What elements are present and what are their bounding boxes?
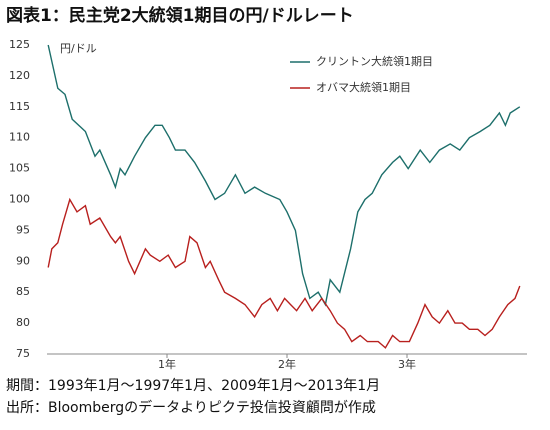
- series-line: [47, 44, 521, 307]
- note: 期間：1993年1月～1997年1月、2009年1月～2013年1月: [6, 378, 380, 394]
- note: 出所：Bloombergのデータよりピクテ投信投資顧問が作成: [6, 399, 376, 416]
- x-tick-label: 2年: [278, 357, 296, 371]
- series-line: [47, 197, 521, 349]
- y-tick-label: 85: [16, 285, 30, 298]
- y-tick-label: 120: [9, 69, 30, 82]
- y-tick-label: 105: [9, 162, 30, 175]
- y-tick-label: 115: [9, 100, 30, 113]
- y-tick-label: 100: [9, 193, 30, 206]
- y-tick-label: 75: [16, 347, 30, 360]
- legend-label: オバマ大統領1期目: [316, 80, 411, 94]
- y-tick-label: 110: [9, 131, 30, 144]
- y-tick-label: 80: [16, 316, 30, 329]
- y-tick-label: 95: [16, 223, 30, 236]
- y-axis-label: 円/ドル: [60, 42, 97, 55]
- y-tick-label: 90: [16, 254, 30, 267]
- x-tick-label: 3年: [398, 357, 416, 371]
- legend-label: クリントン大統領1期目: [316, 54, 433, 68]
- x-tick-label: 1年: [158, 357, 176, 371]
- y-tick-label: 125: [9, 38, 30, 51]
- chart-title: 図表1：民主党2大統領1期目の円/ドルレート: [6, 5, 354, 26]
